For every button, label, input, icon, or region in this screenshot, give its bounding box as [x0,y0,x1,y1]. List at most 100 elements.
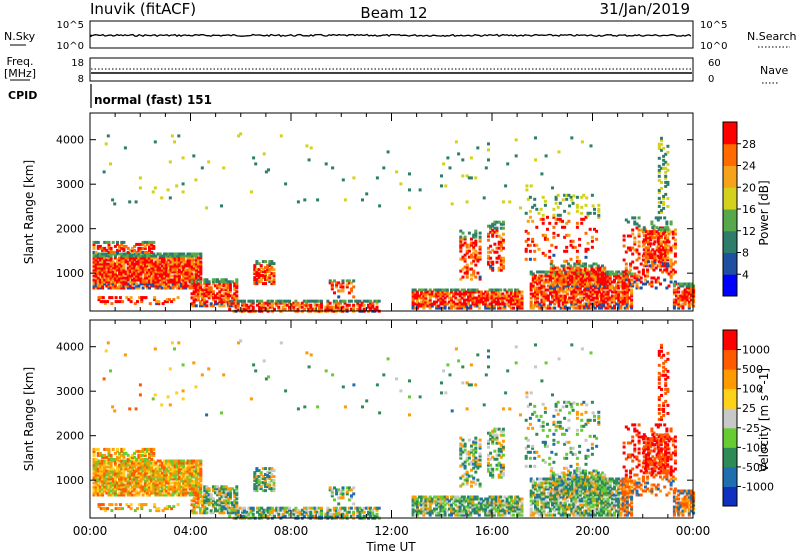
power-cell [422,298,426,302]
power-cell [196,282,200,286]
power-cell [556,274,560,278]
power-cell [203,278,207,282]
power-cell [578,302,582,306]
power-cell [163,270,166,274]
power-cell [590,264,594,268]
power-cell [352,176,356,180]
velocity-cell [167,475,171,479]
power-cell [192,304,196,308]
power-cell [166,188,170,192]
power-cell [111,264,115,268]
power-cell [467,245,471,249]
power-cell [540,294,544,298]
velocity-cell [118,475,122,479]
power-cell [137,248,141,252]
power-cell [690,298,693,302]
power-cell [495,256,499,260]
power-cell [562,266,566,270]
power-cell [333,291,336,295]
power-cell [476,255,480,259]
power-cell [657,246,661,250]
power-cell [143,252,147,256]
power-cell [180,284,184,288]
power-cell [107,286,111,290]
power-cell [487,148,490,152]
power-cell [531,272,535,276]
power-cell [234,303,238,307]
power-cell [201,292,205,296]
power-cell [211,298,215,302]
power-cell [591,292,595,296]
power-cell [499,248,503,252]
velocity-cell [192,499,196,503]
power-cell [462,288,466,292]
power-cell [493,222,497,226]
velocity-cell [188,479,192,483]
velocity-cell [203,487,207,491]
power-cell [122,256,126,260]
power-cell [566,300,569,304]
power-cell [669,262,673,266]
power-cell [165,282,169,286]
power-cell [642,226,646,230]
power-cell [585,288,589,292]
power-cell [683,296,687,300]
velocity-cell [131,453,134,457]
power-cell [121,300,124,304]
power-cell [641,244,645,248]
velocity-cell [101,503,105,507]
power-cell [452,302,456,306]
power-cell [96,282,100,286]
velocity-cell [141,489,145,493]
power-cell [622,238,626,242]
power-cell [546,215,549,219]
power-cell [495,230,499,234]
power-cell [593,300,597,304]
velocity-cell [107,489,111,493]
power-cell [211,280,215,284]
power-cell [124,278,128,282]
power-cell [94,240,98,244]
velocity-cell [145,465,149,469]
velocity-cell [171,487,175,491]
power-cell [590,268,594,272]
power-cell [637,252,641,256]
power-cell [577,266,581,270]
power-cell [228,280,232,284]
power-cell [677,294,681,298]
power-cell [347,299,351,303]
power-cell [462,300,466,304]
velocity-cell [241,514,244,518]
power-cell [469,296,473,300]
velocity-cell [175,461,179,465]
freq-tick-bottom: 8 [78,74,84,85]
velocity-cell [196,501,200,505]
velocity-cell [313,508,317,512]
power-cell [596,276,600,280]
power-cell [487,256,490,260]
velocity-cell [158,481,162,485]
power-cell [571,245,575,249]
power-cell [584,249,588,253]
velocity-cell [96,447,100,451]
power-cell [557,298,561,302]
power-cell [476,251,480,255]
power-cell [337,305,341,309]
power-cell [92,252,96,256]
power-cell [651,260,655,264]
power-cell [152,272,156,276]
power-cell [430,302,434,306]
power-cell [137,260,141,264]
power-cell [601,270,604,274]
velocity-cell [218,505,222,509]
power-cell [195,274,198,278]
velocity-cell [201,501,205,505]
power-cell [163,266,166,270]
power-cell [617,294,621,298]
velocity-cell [118,485,122,489]
velocity-cell [294,506,298,510]
power-cell [584,280,587,284]
power-cell [137,266,141,270]
velocity-cell [107,483,111,487]
power-cell [554,197,558,201]
